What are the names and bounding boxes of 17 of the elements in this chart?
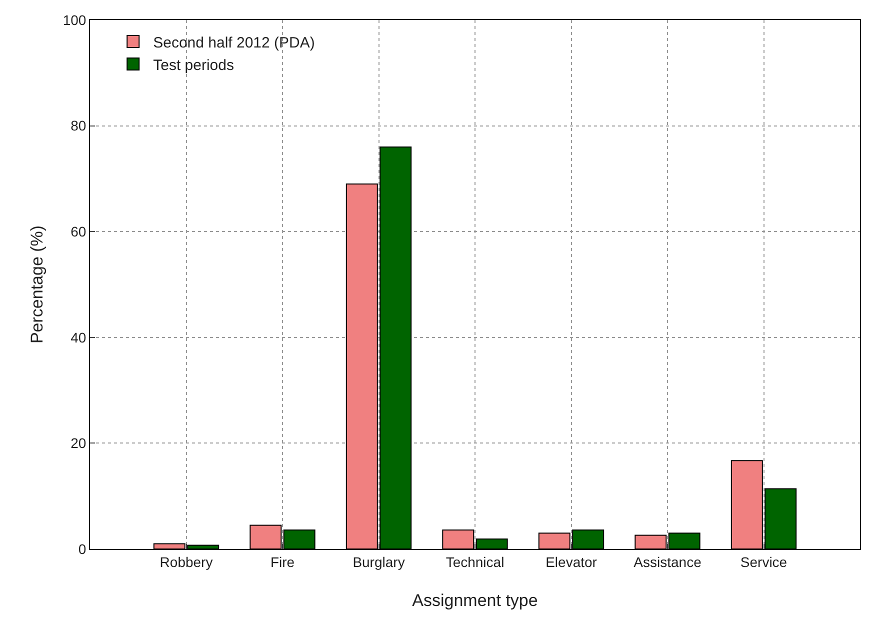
y-tick-label: 20	[70, 435, 86, 452]
x-tick-label: Robbery	[160, 554, 213, 570]
y-tick-label: 100	[62, 12, 86, 28]
x-tick-label: Service	[740, 554, 788, 570]
y-tick-label: 0	[78, 540, 86, 557]
y-tick-label: 80	[70, 118, 86, 134]
legend-label: Test periods	[153, 56, 234, 74]
x-tick-label: Fire	[270, 554, 295, 570]
x-tick-label: Elevator	[546, 554, 598, 570]
x-tick-label: Assistance	[634, 554, 702, 570]
x-tick-label: Technical	[446, 554, 504, 570]
x-axis-title: Assignment type	[412, 591, 538, 610]
y-tick-label: 60	[70, 224, 86, 240]
x-tick-label: Burglary	[352, 554, 405, 570]
y-axis-title: Percentage (%)	[27, 225, 46, 344]
y-tick-label: 40	[70, 329, 86, 346]
legend-label: Second half 2012 (PDA)	[153, 34, 315, 52]
